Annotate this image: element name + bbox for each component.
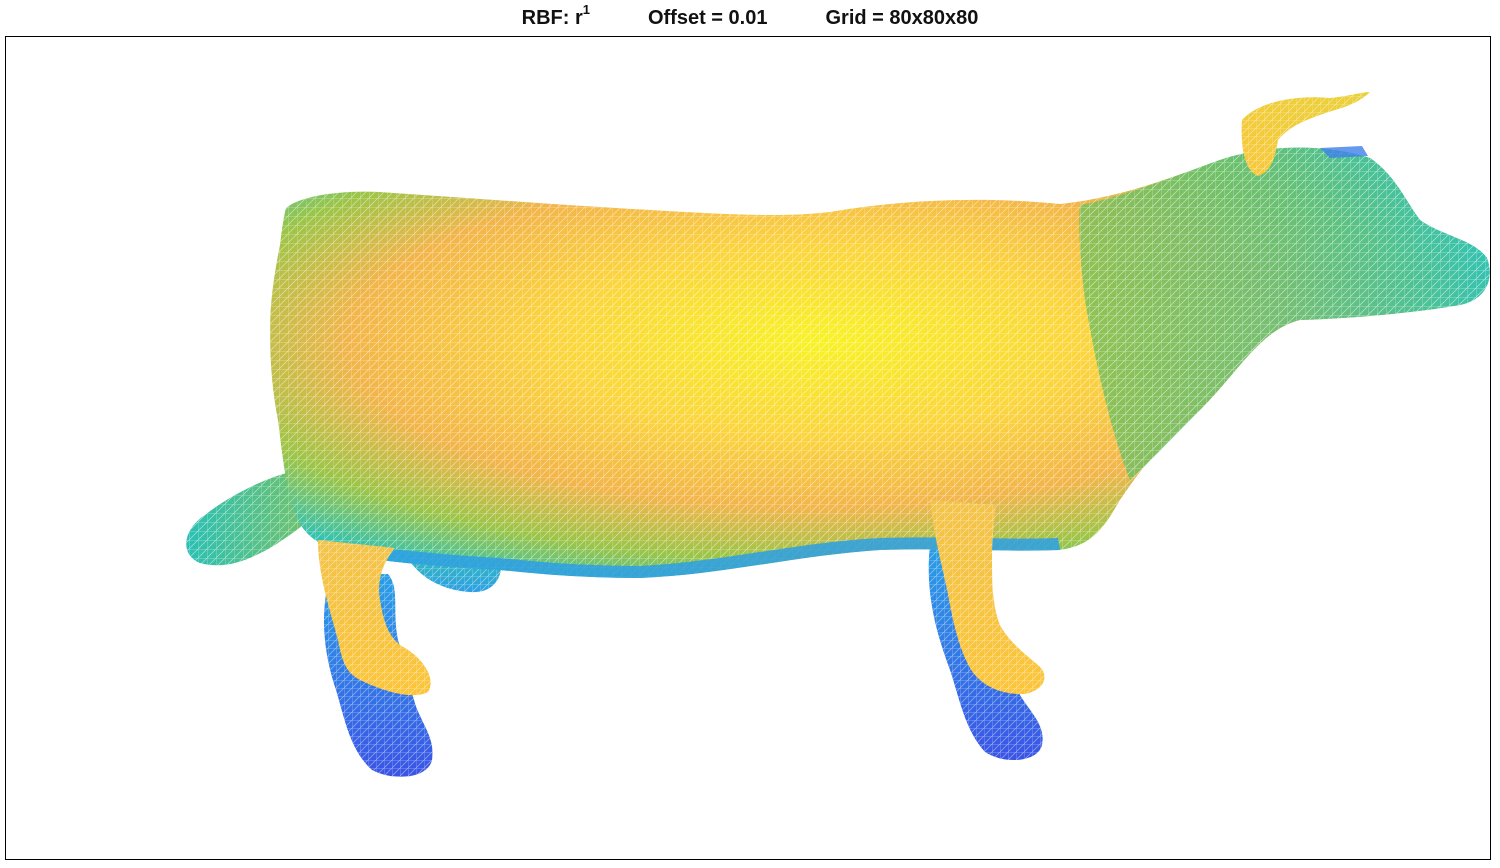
rbf-exponent: 1	[582, 2, 590, 17]
figure-title: RBF: r1 Offset = 0.01 Grid = 80x80x80	[0, 2, 1500, 34]
horn	[1241, 92, 1370, 176]
tail	[186, 470, 322, 566]
rbf-label: RBF: r1	[521, 2, 590, 29]
grid-label: Grid = 80x80x80	[825, 7, 979, 29]
cow-head	[1079, 147, 1490, 480]
belly-edge	[380, 537, 1060, 578]
offset-label: Offset = 0.01	[647, 7, 768, 29]
axes-box	[5, 36, 1491, 860]
near-front-leg	[930, 500, 1045, 695]
near-hind-leg	[318, 540, 431, 696]
